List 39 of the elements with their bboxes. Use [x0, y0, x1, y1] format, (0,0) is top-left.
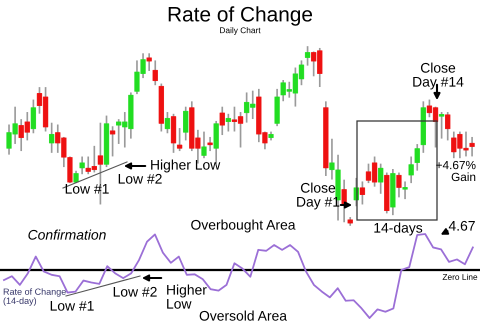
annotation: Oversold Area: [200, 310, 288, 321]
candlestick: [226, 114, 232, 132]
annotation: Close Day #14: [413, 62, 464, 90]
candlestick: [201, 132, 207, 158]
annotation: Higher Low: [151, 160, 220, 172]
candlestick: [445, 112, 450, 140]
annotation: Low #2: [118, 174, 162, 184]
candlestick: [79, 156, 85, 174]
candlestick: [183, 106, 188, 140]
candlestick: [414, 144, 420, 171]
annotation: 4.67: [448, 220, 475, 231]
candlestick: [469, 136, 475, 156]
candlestick: [396, 172, 402, 198]
candlestick: [304, 46, 310, 66]
candlestick: [164, 112, 170, 134]
annotation: Confirmation: [28, 230, 106, 240]
candlestick: [146, 53, 152, 71]
annotation: Overbought Area: [191, 220, 296, 232]
annotation: Higher Low: [167, 284, 207, 309]
candlestick: [220, 106, 225, 136]
candlestick: [360, 181, 366, 204]
candlestick: [378, 164, 384, 194]
candlestick: [438, 112, 444, 139]
candlestick: [152, 60, 158, 86]
annotation: Low #1: [66, 184, 109, 194]
annotation: Low #2: [114, 286, 157, 297]
annotation: 14-days: [374, 222, 422, 236]
annotation: Low #1: [50, 301, 94, 311]
candlestick: [408, 156, 414, 184]
annotation: Close Day #1: [297, 182, 340, 210]
candlestick: [176, 128, 182, 152]
chart-subtitle: Daily Chart: [220, 27, 261, 35]
chart-title: Rate of Change: [168, 6, 312, 26]
candlestick: [110, 126, 116, 156]
candlestick: [207, 136, 213, 152]
candlestick: [402, 181, 408, 200]
candlestick: [49, 122, 54, 153]
candlestick: [30, 100, 36, 134]
ref-line-label: Zero Line: [442, 274, 478, 280]
